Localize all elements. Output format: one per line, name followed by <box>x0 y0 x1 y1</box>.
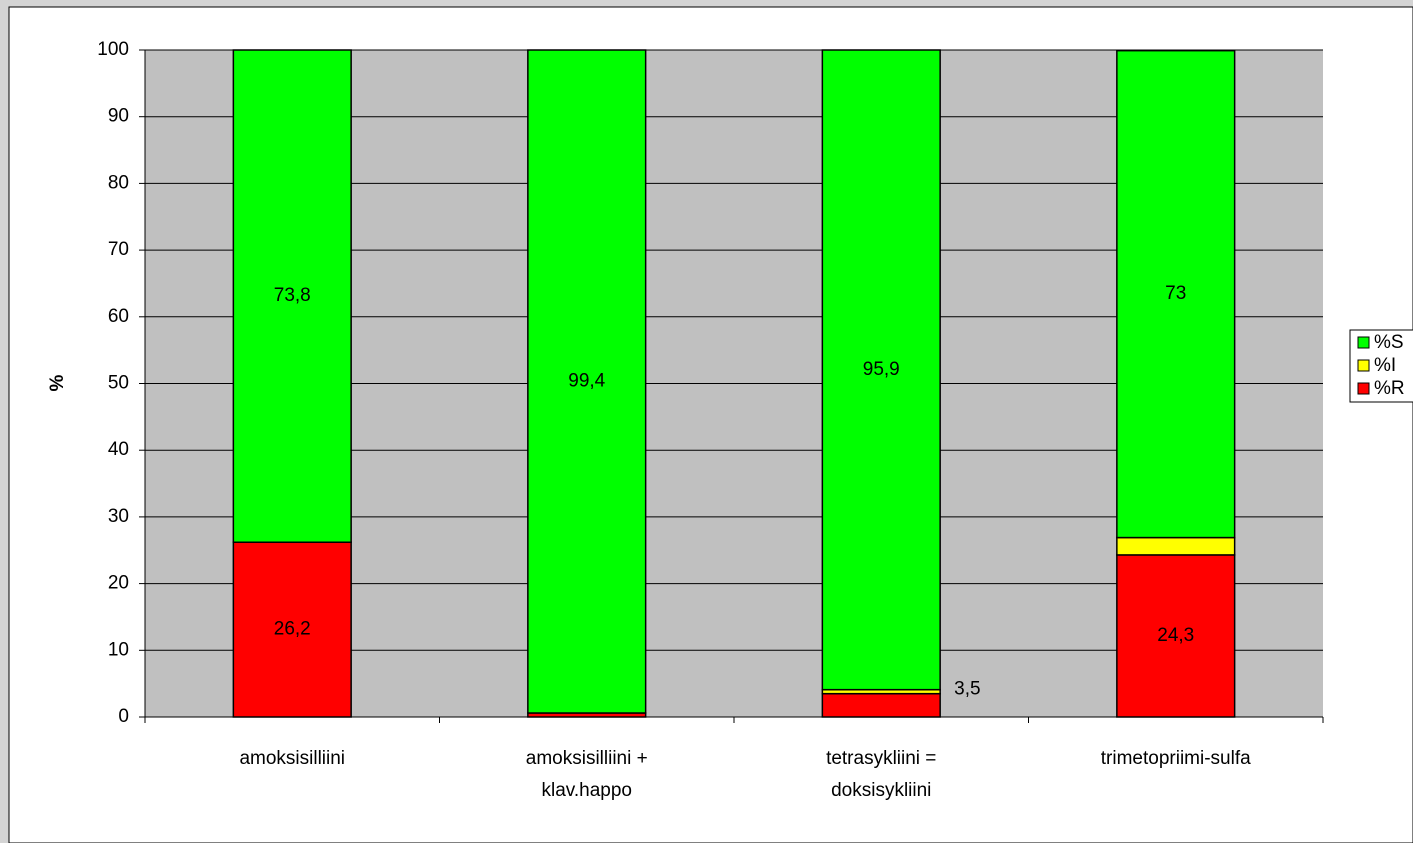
data-label: 73,8 <box>274 285 311 306</box>
legend-label: %R <box>1374 378 1405 399</box>
x-tick-label: amoksisilliini + <box>526 748 648 769</box>
data-label: 3,5 <box>954 679 980 700</box>
x-tick-label: trimetopriimi-sulfa <box>1101 748 1251 769</box>
x-tick-label: tetrasykliini = <box>826 748 936 769</box>
data-label: 24,3 <box>1157 625 1194 646</box>
bar-segment <box>527 49 647 714</box>
y-tick-label: 40 <box>108 439 129 460</box>
bar-segment <box>821 49 941 691</box>
data-label: 95,9 <box>863 359 900 380</box>
data-label: 26,2 <box>274 619 311 640</box>
bar-segment <box>821 692 941 718</box>
y-tick-label: 60 <box>108 306 129 327</box>
bar-segment <box>232 541 352 718</box>
y-tick-label: 80 <box>108 172 129 193</box>
y-tick-label: 100 <box>97 39 129 60</box>
y-tick-label: 0 <box>118 706 129 727</box>
legend-swatch <box>1357 382 1370 395</box>
y-tick-label: 90 <box>108 106 129 127</box>
legend-swatch <box>1357 336 1370 349</box>
y-tick-label: 70 <box>108 239 129 260</box>
bar-segment <box>1116 554 1236 718</box>
y-tick-label: 50 <box>108 373 129 394</box>
x-tick-label: doksisykliini <box>831 780 931 801</box>
legend-label: %I <box>1374 355 1396 376</box>
x-tick-label: amoksisilliini <box>239 748 345 769</box>
bar-segment <box>1116 49 1236 539</box>
data-label: 73 <box>1165 283 1186 304</box>
y-axis-label: % <box>47 374 68 391</box>
bar-segment <box>232 49 352 543</box>
y-tick-label: 20 <box>108 573 129 594</box>
data-label: 99,4 <box>568 371 605 392</box>
x-tick-label: klav.happo <box>542 780 633 801</box>
y-tick-label: 30 <box>108 506 129 527</box>
y-tick-label: 10 <box>108 639 129 660</box>
legend-swatch <box>1357 359 1370 372</box>
bar-segment <box>1116 536 1236 556</box>
legend-label: %S <box>1374 332 1404 353</box>
